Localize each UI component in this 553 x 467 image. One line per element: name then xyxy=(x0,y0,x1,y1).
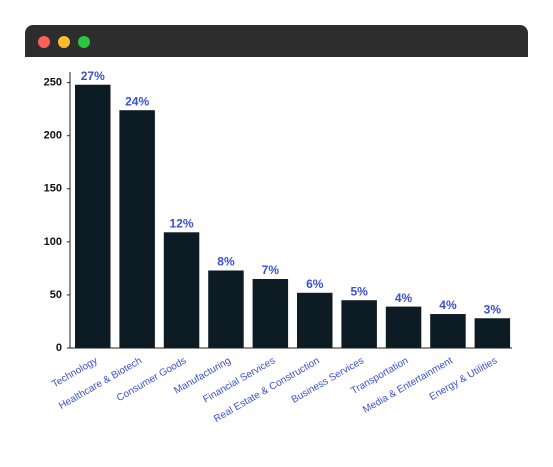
value-label: 4% xyxy=(395,291,413,305)
y-tick-label: 200 xyxy=(44,130,62,142)
close-button[interactable] xyxy=(38,36,50,48)
bar xyxy=(163,232,200,348)
y-tick-label: 100 xyxy=(44,236,62,248)
y-tick-label: 150 xyxy=(44,183,62,195)
value-label: 4% xyxy=(439,298,457,312)
bar xyxy=(474,318,511,348)
value-label: 6% xyxy=(306,277,324,291)
value-label: 27% xyxy=(81,69,105,83)
value-label: 7% xyxy=(262,263,280,277)
maximize-button[interactable] xyxy=(78,36,90,48)
bar xyxy=(385,306,422,348)
bar xyxy=(75,84,111,348)
value-label: 5% xyxy=(350,284,368,298)
bar xyxy=(341,300,377,348)
bar xyxy=(119,110,155,348)
value-label: 3% xyxy=(484,302,502,316)
value-label: 24% xyxy=(125,94,149,108)
bar xyxy=(252,279,289,348)
y-tick-label: 0 xyxy=(56,342,62,354)
value-label: 8% xyxy=(217,255,235,269)
bar xyxy=(430,314,466,348)
y-tick-label: 250 xyxy=(44,77,62,89)
value-label: 12% xyxy=(170,216,194,230)
bar xyxy=(297,292,333,348)
title-bar xyxy=(25,25,528,57)
minimize-button[interactable] xyxy=(58,36,70,48)
y-tick-label: 50 xyxy=(50,289,62,301)
bar xyxy=(208,270,244,348)
